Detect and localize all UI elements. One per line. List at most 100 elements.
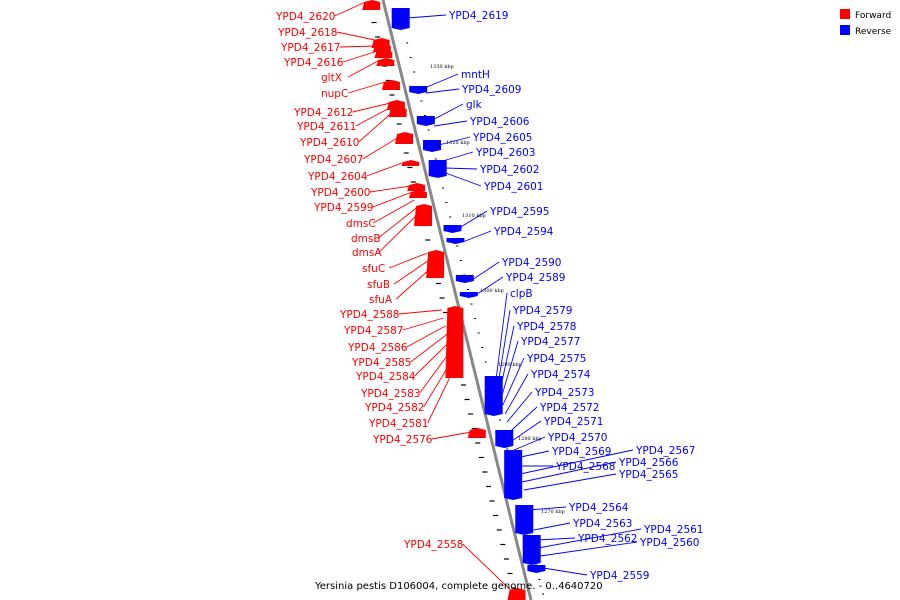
leader-line-forward	[423, 357, 454, 408]
gene-label-ypd4-2575: YPD4_2575	[526, 353, 586, 365]
leader-line-forward	[372, 191, 413, 208]
reverse-gene-feature	[495, 430, 514, 448]
reverse-gene-feature	[428, 160, 447, 178]
gene-label-gltx: gltX	[321, 72, 342, 84]
gene-label-ypd4-2570: YPD4_2570	[547, 432, 607, 444]
gene-label-ypd4-2562: YPD4_2562	[577, 533, 637, 545]
gene-label-ypd4-2581: YPD4_2581	[368, 418, 428, 430]
leader-line-reverse	[515, 450, 550, 459]
reverse-gene-feature	[391, 8, 410, 30]
kbp-marker: 1280 kbp	[518, 436, 542, 442]
kbp-marker: 1300 kbp	[480, 288, 504, 294]
leader-line-forward	[406, 325, 446, 348]
gene-label-ypd4-2599: YPD4_2599	[313, 202, 373, 214]
leader-line-forward	[348, 81, 386, 94]
gene-label-ypd4-2576: YPD4_2576	[372, 434, 433, 446]
kbp-marker: 1310 kbp	[462, 213, 486, 219]
gene-label-ypd4-2600: YPD4_2600	[310, 187, 370, 199]
leader-line-forward	[462, 543, 511, 591]
leader-line-reverse	[407, 14, 447, 19]
legend-label-reverse: Reverse	[855, 27, 892, 37]
leader-line-reverse	[444, 167, 478, 170]
leader-line-reverse	[425, 88, 460, 94]
forward-gene-feature	[408, 190, 427, 198]
reverse-gene-feature	[409, 86, 428, 94]
leader-line-forward	[369, 185, 411, 193]
gene-label-ypd4-2585: YPD4_2585	[351, 357, 411, 369]
gene-label-ypd4-2588: YPD4_2588	[339, 309, 399, 321]
leader-line-reverse	[500, 340, 519, 399]
forward-gene-feature	[376, 58, 395, 66]
gene-label-ypd4-2573: YPD4_2573	[534, 387, 594, 399]
gene-label-ypd4-2589: YPD4_2589	[505, 272, 565, 284]
leader-line-reverse	[438, 136, 471, 146]
gene-label-ypd4-2603: YPD4_2603	[475, 147, 535, 159]
forward-gene-feature	[362, 0, 381, 10]
gene-label-ypd4-2572: YPD4_2572	[539, 402, 599, 414]
leader-line-forward	[431, 431, 472, 440]
forward-gene-feature	[395, 132, 414, 144]
gene-label-ypd4-2602: YPD4_2602	[479, 164, 539, 176]
leader-line-reverse	[533, 522, 571, 531]
genome-caption: Yersinia pestis D106004, complete genome…	[314, 581, 603, 592]
gene-label-ypd4-2561: YPD4_2561	[643, 524, 703, 536]
gene-label-ypd4-2616: YPD4_2616	[283, 57, 344, 69]
leader-line-reverse	[462, 230, 492, 243]
gene-label-ypd4-2609: YPD4_2609	[461, 84, 521, 96]
leader-line-reverse	[523, 473, 617, 491]
legend-swatch-reverse	[840, 25, 850, 35]
leader-line-reverse	[543, 567, 588, 576]
leader-line-reverse	[521, 461, 617, 483]
leader-line-reverse	[442, 151, 474, 162]
leader-line-forward	[336, 31, 375, 41]
forward-gene-feature	[388, 107, 407, 117]
reverse-gene-feature	[443, 225, 462, 233]
leader-line-reverse	[506, 391, 533, 423]
gene-label-nupc: nupC	[321, 88, 348, 100]
gene-label-ypd4-2566: YPD4_2566	[618, 457, 679, 469]
gene-label-ypd4-2594: YPD4_2594	[493, 226, 554, 238]
leader-line-forward	[372, 199, 415, 224]
kbp-marker: 1330 kbp	[430, 64, 454, 70]
gene-label-ypd4-2560: YPD4_2560	[639, 537, 699, 549]
forward-gene-feature	[381, 80, 400, 90]
leader-line-reverse	[538, 528, 642, 549]
leader-line-forward	[366, 161, 406, 177]
leader-line-reverse	[536, 537, 576, 541]
leader-line-reverse	[519, 449, 634, 475]
leader-line-reverse	[509, 406, 538, 433]
leader-line-reverse	[499, 325, 515, 393]
leader-line-forward	[378, 213, 419, 253]
leader-line-forward	[398, 309, 442, 315]
gene-label-ypd4-2595: YPD4_2595	[489, 206, 549, 218]
reverse-gene-feature	[455, 275, 474, 283]
forward-gene-feature	[445, 306, 464, 378]
reverse-gene-feature	[515, 505, 534, 535]
reverse-gene-feature	[504, 450, 523, 500]
leader-line-forward	[362, 136, 400, 160]
leader-line-forward	[402, 317, 444, 331]
legend: Forward Reverse	[840, 9, 892, 37]
gene-label-sfuc: sfuC	[362, 263, 385, 275]
leader-line-forward	[358, 111, 393, 143]
reverse-gene-feature	[446, 238, 465, 244]
leader-line-reverse	[459, 210, 488, 229]
gene-label-mnth: mntH	[461, 69, 490, 81]
gene-label-ypd4-2582: YPD4_2582	[364, 402, 424, 414]
legend-swatch-forward	[840, 9, 850, 19]
gene-label-ypd4-2606: YPD4_2606	[469, 116, 530, 128]
gene-label-ypd4-2590: YPD4_2590	[501, 257, 561, 269]
gene-label-ypd4-2584: YPD4_2584	[355, 371, 416, 383]
gene-label-ypd4-2611: YPD4_2611	[296, 121, 356, 133]
leader-line-forward	[339, 45, 377, 48]
gene-label-clpb: clpB	[510, 288, 533, 300]
leader-line-reverse	[475, 276, 504, 296]
leader-line-reverse	[432, 103, 464, 121]
gene-label-ypd4-2564: YPD4_2564	[568, 502, 629, 514]
leader-line-forward	[410, 333, 448, 363]
leader-line-reverse	[497, 309, 511, 386]
leader-line-forward	[355, 106, 392, 127]
gene-label-ypd4-2569: YPD4_2569	[551, 446, 611, 458]
gene-labels: YPD4_2620 YPD4_2618 YPD4_2617 YPD4_2616 gltX…	[275, 10, 703, 582]
